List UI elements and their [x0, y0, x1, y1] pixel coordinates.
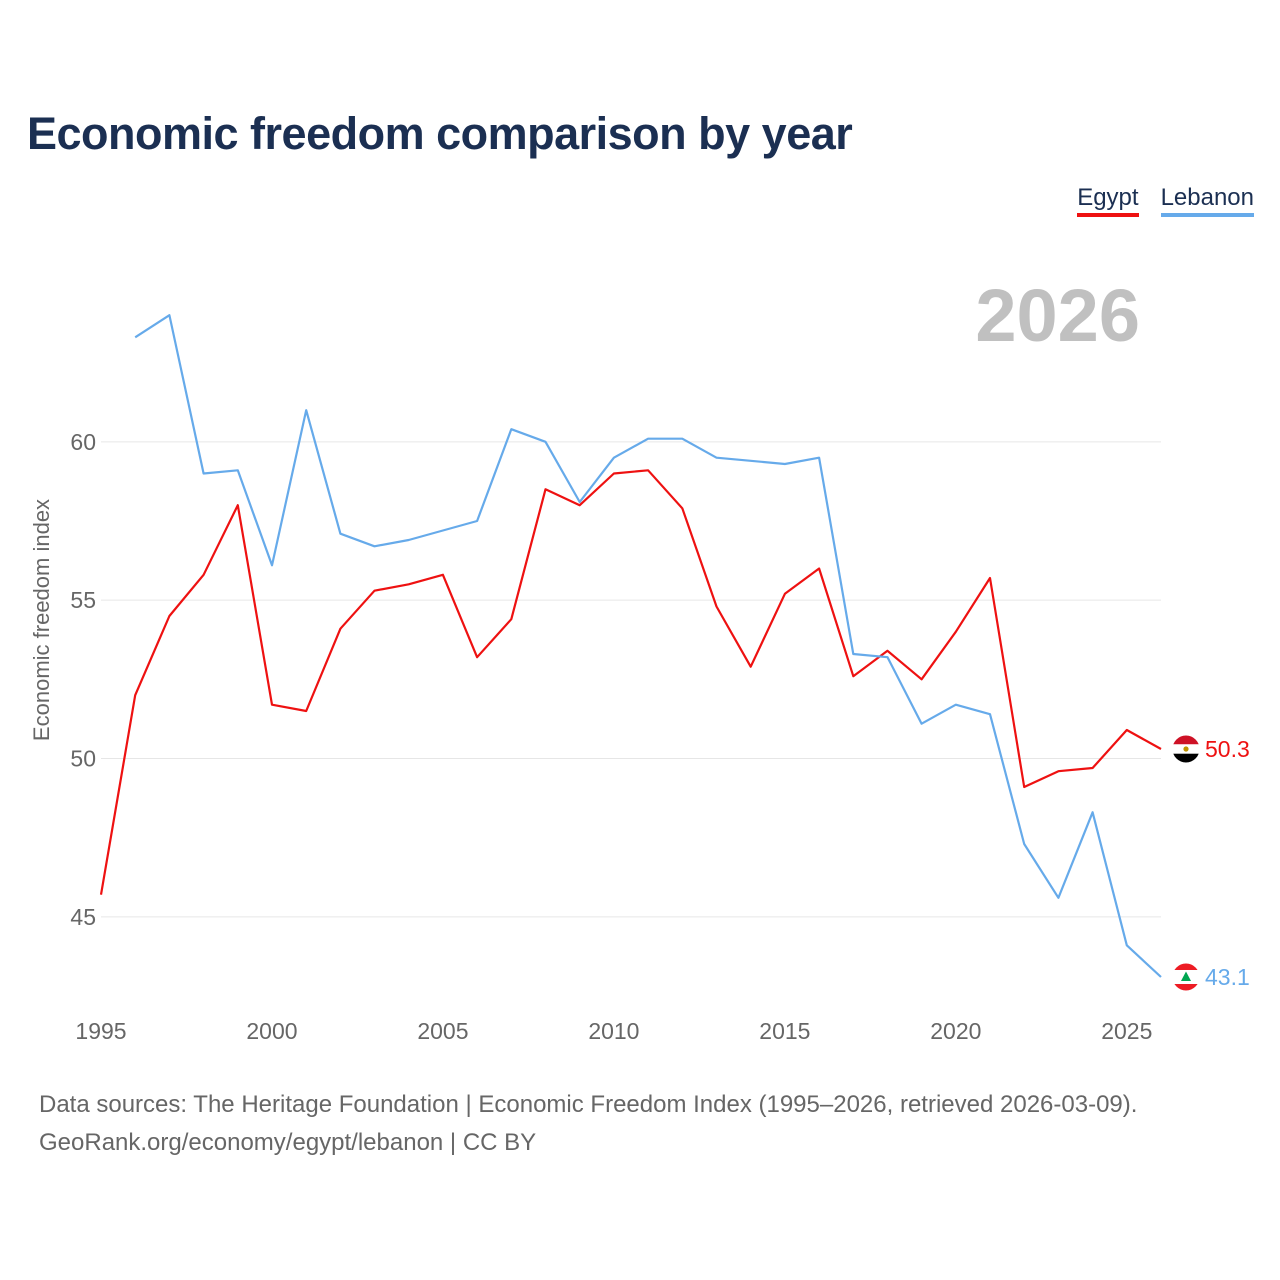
year-watermark: 2026: [975, 274, 1140, 357]
series: [99, 314, 1162, 978]
chart-legend: Egypt Lebanon: [1077, 184, 1254, 217]
flag-band-red-top: [1172, 963, 1200, 970]
y-axis-label: Economic freedom index: [29, 499, 54, 741]
source-line: Data sources: The Heritage Foundation | …: [39, 1091, 1138, 1118]
end-value-label-egypt: 50.3: [1205, 736, 1250, 762]
line-chart: 2026 45 50 55 60 1995 2000 2005 2010 2015 2020 20…: [29, 274, 1250, 1044]
flag-ring: [1171, 962, 1201, 992]
flag-ring: [1171, 734, 1201, 764]
egypt-flag-icon: [1171, 734, 1201, 764]
series-line-egypt: [99, 469, 1162, 895]
y-tick-label-55: 55: [70, 587, 96, 613]
flag-emblem: [1183, 746, 1189, 752]
x-tick-label-1995: 1995: [75, 1018, 126, 1044]
series-line-lebanon: [134, 314, 1162, 978]
flag-cedar: [1181, 971, 1191, 981]
chart-title: Economic freedom comparison by year: [27, 108, 853, 159]
x-tick-label-2015: 2015: [759, 1018, 810, 1044]
flag-body: [1172, 963, 1200, 991]
series-end-labels: 50.3 43.1: [1171, 734, 1250, 992]
flag-band-black: [1172, 753, 1200, 763]
x-axis-ticks: 1995 2000 2005 2010 2015 2020 2025: [75, 1018, 1152, 1044]
x-tick-label-2025: 2025: [1101, 1018, 1152, 1044]
flag-band-red-bottom: [1172, 984, 1200, 991]
x-tick-label-2020: 2020: [930, 1018, 981, 1044]
x-tick-label-2005: 2005: [417, 1018, 468, 1044]
y-tick-label-60: 60: [70, 429, 96, 455]
legend-item-egypt[interactable]: Egypt: [1077, 184, 1139, 217]
x-tick-label-2000: 2000: [246, 1018, 297, 1044]
flag-band-red: [1172, 735, 1200, 745]
y-tick-label-50: 50: [70, 746, 96, 772]
y-axis-ticks: 45 50 55 60: [70, 429, 96, 930]
chart-source: Data sources: The Heritage Foundation | …: [39, 1086, 1137, 1162]
end-value-label-lebanon: 43.1: [1205, 964, 1250, 990]
legend-item-lebanon[interactable]: Lebanon: [1160, 184, 1254, 217]
lebanon-flag-icon: [1171, 962, 1201, 992]
flag-body: [1172, 735, 1200, 763]
y-tick-label-45: 45: [70, 904, 96, 930]
x-tick-label-2010: 2010: [588, 1018, 639, 1044]
credit-line: GeoRank.org/economy/egypt/lebanon | CC B…: [39, 1129, 537, 1156]
gridlines: [101, 441, 1161, 918]
